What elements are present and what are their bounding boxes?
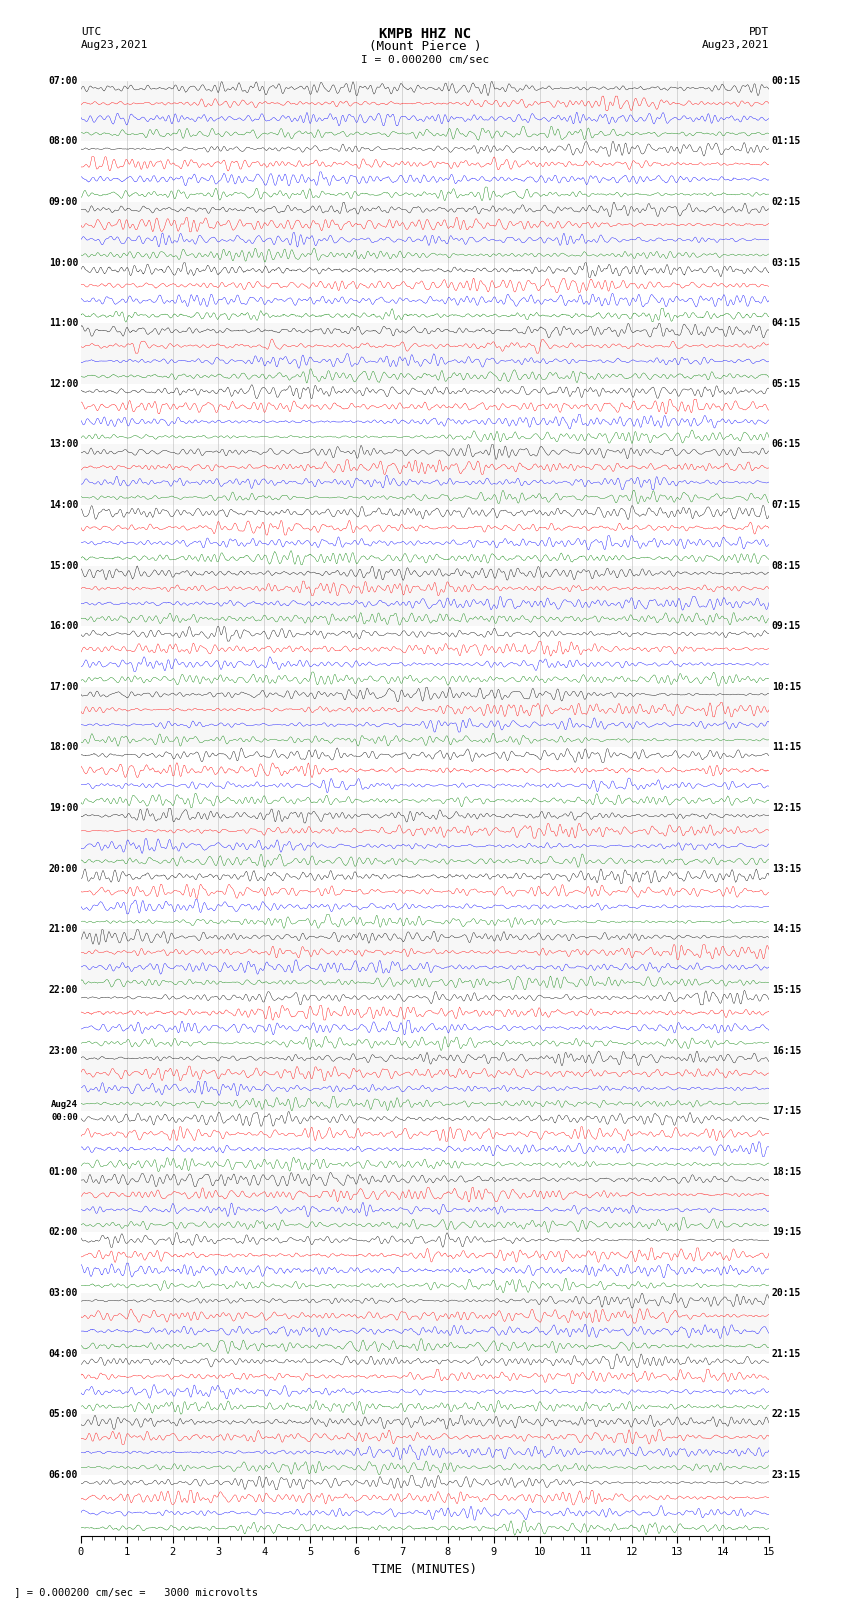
Text: 18:00: 18:00 — [48, 742, 78, 753]
Text: I = 0.000200 cm/sec: I = 0.000200 cm/sec — [361, 55, 489, 65]
Bar — [81, 81, 769, 142]
Text: 02:15: 02:15 — [772, 197, 802, 206]
Bar — [81, 263, 769, 323]
Text: 12:15: 12:15 — [772, 803, 802, 813]
Text: 03:15: 03:15 — [772, 258, 802, 268]
Bar — [81, 384, 769, 444]
Text: 21:00: 21:00 — [48, 924, 78, 934]
Text: 11:00: 11:00 — [48, 318, 78, 327]
Text: 16:00: 16:00 — [48, 621, 78, 631]
Text: Aug23,2021: Aug23,2021 — [81, 40, 148, 50]
Bar — [81, 1171, 769, 1232]
Text: PDT: PDT — [749, 27, 769, 37]
Bar — [81, 808, 769, 869]
Bar — [81, 747, 769, 808]
Bar — [81, 1353, 769, 1415]
Bar — [81, 1474, 769, 1536]
Bar — [81, 929, 769, 990]
Bar — [81, 142, 769, 202]
Text: 22:00: 22:00 — [48, 986, 78, 995]
Text: 19:00: 19:00 — [48, 803, 78, 813]
Text: 08:00: 08:00 — [48, 135, 78, 147]
Text: 12:00: 12:00 — [48, 379, 78, 389]
Text: 15:15: 15:15 — [772, 986, 802, 995]
Text: 16:15: 16:15 — [772, 1045, 802, 1055]
Text: 06:15: 06:15 — [772, 439, 802, 450]
Text: 17:00: 17:00 — [48, 682, 78, 692]
Text: 17:15: 17:15 — [772, 1107, 802, 1116]
Text: 03:00: 03:00 — [48, 1289, 78, 1298]
Text: Aug24: Aug24 — [51, 1100, 78, 1110]
Text: 07:15: 07:15 — [772, 500, 802, 510]
Bar — [81, 1415, 769, 1474]
Bar — [81, 990, 769, 1050]
Text: 14:00: 14:00 — [48, 500, 78, 510]
Bar — [81, 1050, 769, 1111]
Text: (Mount Pierce ): (Mount Pierce ) — [369, 40, 481, 53]
Text: Aug23,2021: Aug23,2021 — [702, 40, 769, 50]
Bar — [81, 1111, 769, 1171]
Bar — [81, 444, 769, 505]
Text: 14:15: 14:15 — [772, 924, 802, 934]
Bar — [81, 566, 769, 626]
Text: 06:00: 06:00 — [48, 1469, 78, 1481]
Text: 05:00: 05:00 — [48, 1410, 78, 1419]
Text: 04:15: 04:15 — [772, 318, 802, 327]
Text: 05:15: 05:15 — [772, 379, 802, 389]
Text: 23:15: 23:15 — [772, 1469, 802, 1481]
Text: 13:00: 13:00 — [48, 439, 78, 450]
Text: 11:15: 11:15 — [772, 742, 802, 753]
Text: 00:00: 00:00 — [51, 1113, 78, 1123]
Bar — [81, 1294, 769, 1353]
Text: KMPB HHZ NC: KMPB HHZ NC — [379, 27, 471, 40]
Bar — [81, 1232, 769, 1294]
Text: 09:15: 09:15 — [772, 621, 802, 631]
Text: 01:15: 01:15 — [772, 135, 802, 147]
X-axis label: TIME (MINUTES): TIME (MINUTES) — [372, 1563, 478, 1576]
Text: 10:00: 10:00 — [48, 258, 78, 268]
Text: 09:00: 09:00 — [48, 197, 78, 206]
Text: 21:15: 21:15 — [772, 1348, 802, 1358]
Text: 01:00: 01:00 — [48, 1166, 78, 1177]
Text: 22:15: 22:15 — [772, 1410, 802, 1419]
Bar — [81, 869, 769, 929]
Text: 18:15: 18:15 — [772, 1166, 802, 1177]
Text: 23:00: 23:00 — [48, 1045, 78, 1055]
Bar — [81, 323, 769, 384]
Bar — [81, 687, 769, 747]
Bar — [81, 202, 769, 263]
Text: 07:00: 07:00 — [48, 76, 78, 85]
Text: 00:15: 00:15 — [772, 76, 802, 85]
Text: ] = 0.000200 cm/sec =   3000 microvolts: ] = 0.000200 cm/sec = 3000 microvolts — [8, 1587, 258, 1597]
Bar — [81, 505, 769, 566]
Text: 02:00: 02:00 — [48, 1227, 78, 1237]
Bar — [81, 626, 769, 687]
Text: 20:15: 20:15 — [772, 1289, 802, 1298]
Text: 08:15: 08:15 — [772, 561, 802, 571]
Text: 04:00: 04:00 — [48, 1348, 78, 1358]
Text: 15:00: 15:00 — [48, 561, 78, 571]
Text: 20:00: 20:00 — [48, 863, 78, 874]
Text: 10:15: 10:15 — [772, 682, 802, 692]
Text: 19:15: 19:15 — [772, 1227, 802, 1237]
Text: 13:15: 13:15 — [772, 863, 802, 874]
Text: UTC: UTC — [81, 27, 101, 37]
